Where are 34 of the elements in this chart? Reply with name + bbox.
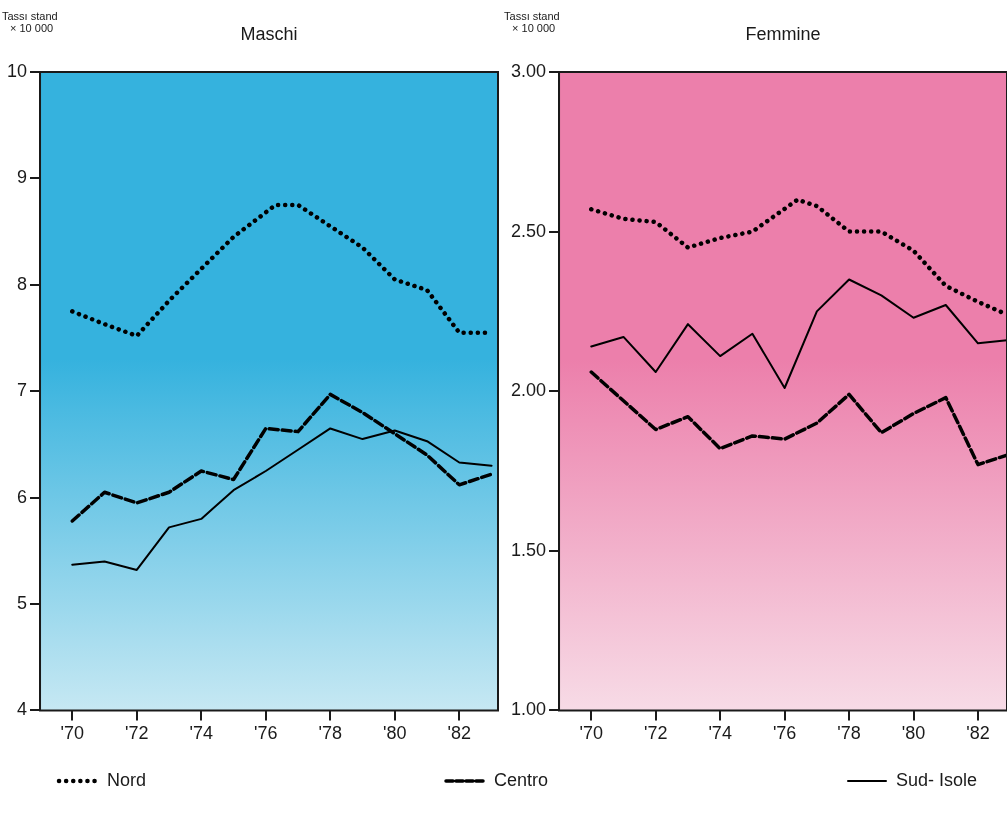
- x-tick-label: '72: [643, 723, 668, 744]
- y-tick-label: 10: [6, 60, 28, 81]
- y-tick-label: 3.00: [510, 60, 547, 81]
- chart-title: Maschi: [240, 24, 298, 44]
- y-tick-label: 1.50: [510, 539, 547, 560]
- line-series: [589, 370, 1007, 467]
- x-tick-label: '70: [60, 723, 85, 744]
- x-tick-label: '74: [708, 723, 732, 744]
- x-tick-label: '76: [772, 723, 797, 744]
- x-tick-label: '80: [383, 723, 407, 744]
- legend-label: Nord: [107, 770, 147, 791]
- x-tick-label: '82: [966, 723, 990, 744]
- legend-label: Centro: [493, 770, 548, 791]
- y-axis-title: Tassı stand × 10 000: [504, 10, 560, 34]
- y-tick-label: 5: [17, 592, 28, 613]
- y-tick-label: 2.00: [510, 380, 547, 401]
- x-tick-label: '82: [447, 723, 472, 744]
- x-tick-label: '72: [125, 723, 149, 744]
- y-tick-label: 4: [17, 699, 28, 720]
- x-tick-label: '76: [254, 723, 278, 744]
- x-tick-label: '74: [189, 723, 214, 744]
- x-tick-label: '80: [901, 723, 926, 744]
- chart-title: Femmine: [745, 24, 821, 44]
- y-tick-label: 6: [17, 486, 28, 507]
- y-tick-label: 8: [17, 273, 28, 294]
- x-tick-label: '70: [579, 723, 603, 744]
- y-tick-label: 7: [17, 380, 28, 401]
- y-tick-label: 1.00: [510, 699, 547, 720]
- y-axis-title: Tassı stand × 10 000: [2, 10, 58, 34]
- y-tick-label: 2.50: [510, 220, 547, 241]
- legend-label: Sud- Isole: [895, 770, 977, 791]
- x-tick-label: '78: [318, 723, 343, 744]
- y-tick-label: 9: [17, 167, 28, 188]
- x-tick-label: '78: [837, 723, 861, 744]
